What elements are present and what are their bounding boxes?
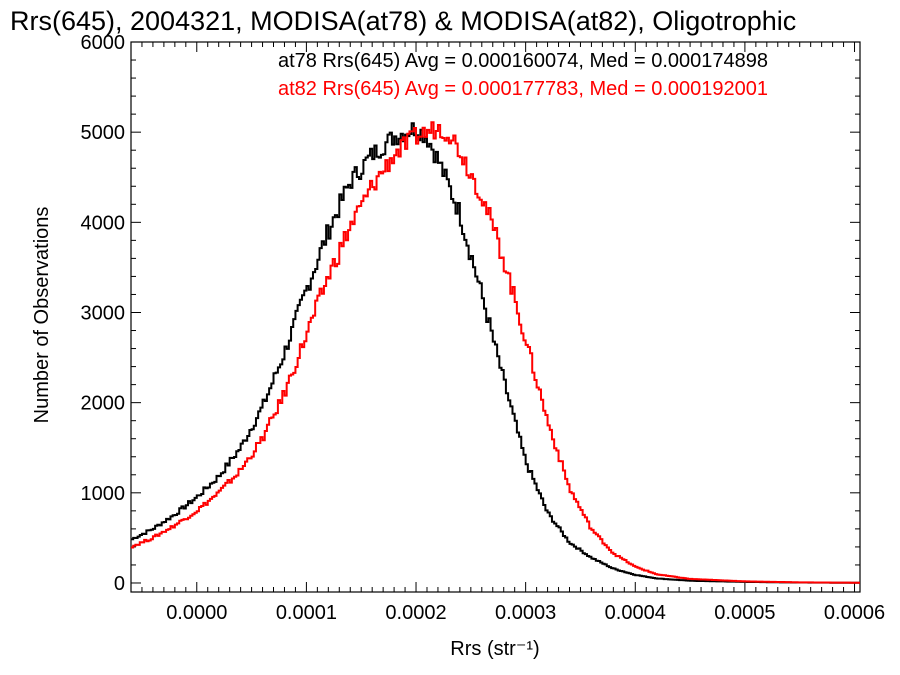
series-line-at82 (131, 121, 860, 584)
y-tick-label: 2000 (81, 393, 126, 415)
stats-legend: at78 Rrs(645) Avg = 0.000160074, Med = 0… (278, 50, 768, 100)
y-tick-label: 3000 (81, 302, 126, 324)
chart-title: Rrs(645), 2004321, MODISA(at78) & MODISA… (10, 6, 796, 36)
x-tick-label: 0.0000 (166, 602, 227, 624)
series-stats-at82: at82 Rrs(645) Avg = 0.000177783, Med = 0… (278, 78, 768, 100)
y-tick-label: 6000 (81, 32, 126, 54)
y-tick-label: 0 (114, 573, 125, 595)
y-axis-label: Number of Observations (31, 207, 53, 424)
series-stats-at78: at78 Rrs(645) Avg = 0.000160074, Med = 0… (278, 50, 768, 72)
plot-area (130, 41, 861, 593)
x-tick-label: 0.0003 (495, 602, 556, 624)
x-axis-label: Rrs (str⁻¹) (450, 638, 539, 660)
series-layer (131, 121, 860, 584)
plot-frame (130, 41, 861, 593)
x-tick-label: 0.0001 (276, 602, 337, 624)
y-tick-labels: 0 1000 2000 3000 4000 5000 6000 (81, 32, 126, 595)
x-tick-label: 0.0005 (714, 602, 775, 624)
x-tick-labels: 0.0000 0.0001 0.0002 0.0003 0.0004 0.0005 0.00… (166, 602, 885, 624)
x-tick-label: 0.0004 (605, 602, 666, 624)
y-tick-label: 5000 (81, 122, 126, 144)
axis-ticks (131, 41, 860, 592)
y-tick-label: 1000 (81, 483, 126, 505)
x-tick-label: 0.0006 (824, 602, 885, 624)
x-tick-label: 0.0002 (385, 602, 446, 624)
y-tick-label: 4000 (81, 212, 126, 234)
